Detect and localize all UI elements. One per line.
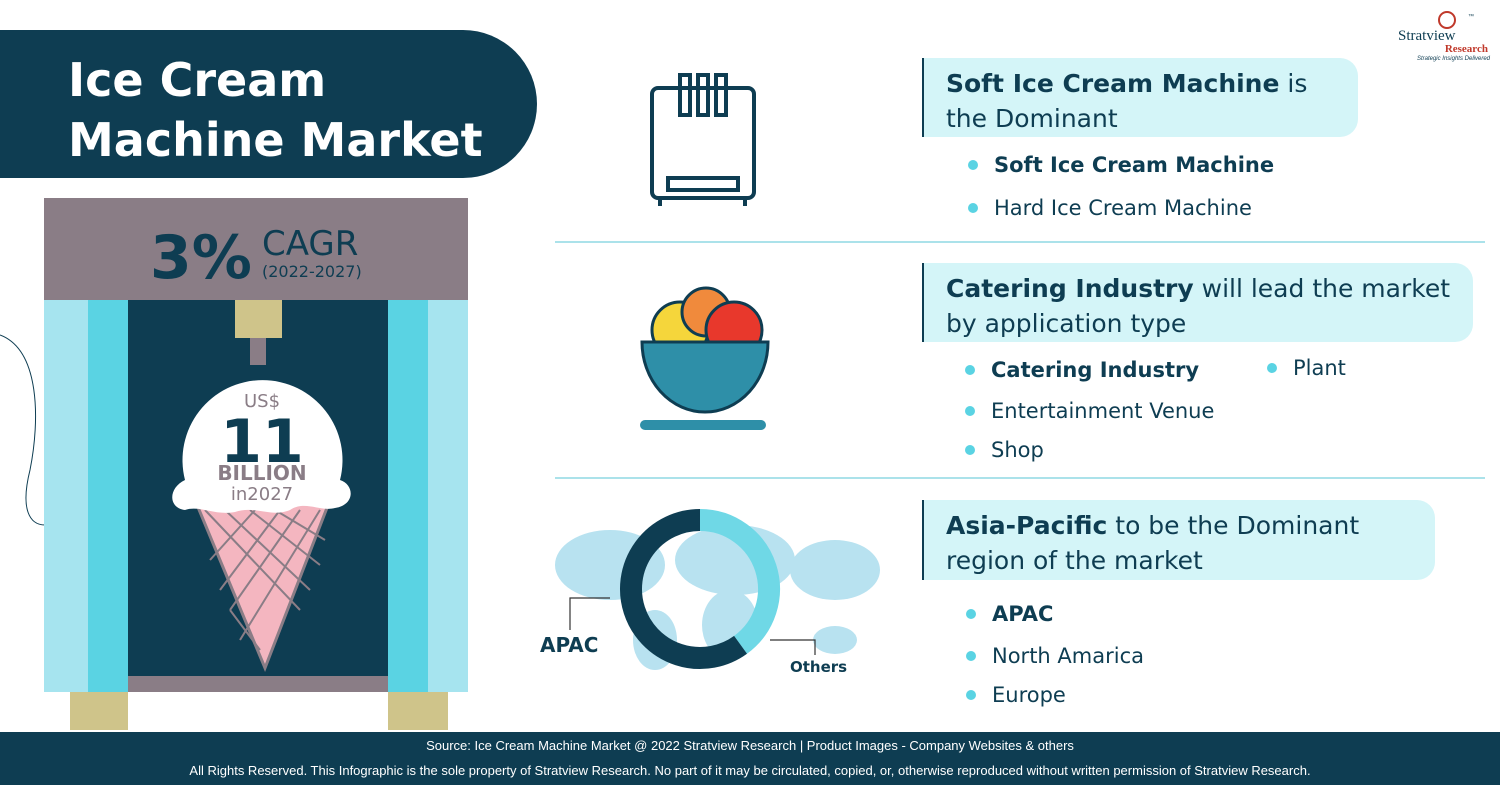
currency: US$ <box>244 391 280 412</box>
bowl-icon <box>640 286 770 430</box>
machine-side <box>44 300 88 692</box>
bullet-dot <box>1267 363 1277 373</box>
machine-side <box>428 300 468 692</box>
machine-side <box>388 300 428 692</box>
nozzle <box>235 300 282 338</box>
bullet-text: Entertainment Venue <box>991 399 1215 423</box>
donut-label: APAC <box>540 633 598 657</box>
heading-text: is the Dominant <box>946 69 1308 133</box>
market-year: in2027 <box>231 484 293 505</box>
bullet-dot <box>968 203 978 213</box>
cagr-value: 3% <box>150 223 252 293</box>
machine-foot <box>70 692 128 730</box>
decor-line <box>0 334 46 526</box>
heading-text: will lead the market by application type <box>946 274 1451 338</box>
bullet-item: Hard Ice Cream Machine <box>968 196 1252 220</box>
footer-rights: All Rights Reserved. This Infographic is… <box>189 763 1311 778</box>
bullet-item: Europe <box>966 683 1066 707</box>
nozzle-stem <box>250 338 266 365</box>
logo-tagline: Strategic Insights Delivered <box>1417 56 1491 62</box>
bullet-text: Hard Ice Cream Machine <box>994 196 1252 220</box>
logo-name: Stratview <box>1398 28 1456 44</box>
bullet-dot <box>966 651 976 661</box>
market-value: 11 <box>220 407 304 477</box>
bullet-text: APAC <box>992 602 1054 626</box>
heading-bold: Soft Ice Cream Machine <box>946 69 1280 98</box>
logo-icon <box>1438 11 1456 29</box>
section-heading: Asia-Pacific to be the Dominant region o… <box>922 500 1435 580</box>
bullet-text: Europe <box>992 683 1066 707</box>
arrow <box>569 597 816 655</box>
bullet-item: Entertainment Venue <box>965 399 1214 423</box>
scoop <box>172 380 351 513</box>
logo-tm: ™ <box>1468 13 1474 20</box>
cone-grid <box>204 509 326 651</box>
logo-sub: Research <box>1445 43 1488 55</box>
bullet-dot <box>968 160 978 170</box>
footer-source: Source: Ice Cream Machine Market @ 2022 … <box>426 738 1074 753</box>
bullet-text: Catering Industry <box>991 358 1200 382</box>
donut-segment <box>699 509 780 654</box>
bullet-text: Plant <box>1293 356 1346 380</box>
title-line: Ice Cream <box>68 53 327 107</box>
machine-foot <box>388 692 448 730</box>
bullet-dot <box>965 445 975 455</box>
cagr-period: (2022-2027) <box>262 262 362 281</box>
bullet-dot <box>966 609 976 619</box>
bullet-text: Shop <box>991 438 1044 462</box>
section-heading: Catering Industry will lead the market b… <box>922 263 1473 342</box>
bullet-dot <box>965 406 975 416</box>
machine-side <box>88 300 128 692</box>
bullet-item: North Amarica <box>966 644 1144 668</box>
bullet-dot <box>965 365 975 375</box>
bullet-dot <box>966 690 976 700</box>
machine-tray <box>128 676 388 692</box>
donut-label: Others <box>790 658 847 676</box>
title-banner <box>0 30 537 178</box>
bullet-item: Shop <box>965 438 1044 462</box>
bullet-item: APAC <box>966 602 1053 626</box>
title-line: Machine Market <box>68 113 483 167</box>
machine-top <box>44 198 468 300</box>
heading-text: to be the Dominant region of the market <box>946 511 1360 575</box>
donut <box>620 509 780 669</box>
donut-segment <box>620 509 748 669</box>
bullet-item: Catering Industry <box>965 358 1199 382</box>
section-heading: Soft Ice Cream Machine is the Dominant <box>922 58 1358 137</box>
heading-bold: Catering Industry <box>946 274 1194 303</box>
machine-icon <box>650 73 756 206</box>
bullet-item: Soft Ice Cream Machine <box>968 153 1274 177</box>
heading-bold: Asia-Pacific <box>946 511 1108 540</box>
market-unit: BILLION <box>217 461 306 485</box>
bullet-text: Soft Ice Cream Machine <box>994 153 1275 177</box>
footer-band <box>0 732 1500 785</box>
bullet-item: Plant <box>1267 356 1346 380</box>
bullet-text: North Amarica <box>992 644 1144 668</box>
cagr-label: CAGR <box>262 224 358 264</box>
